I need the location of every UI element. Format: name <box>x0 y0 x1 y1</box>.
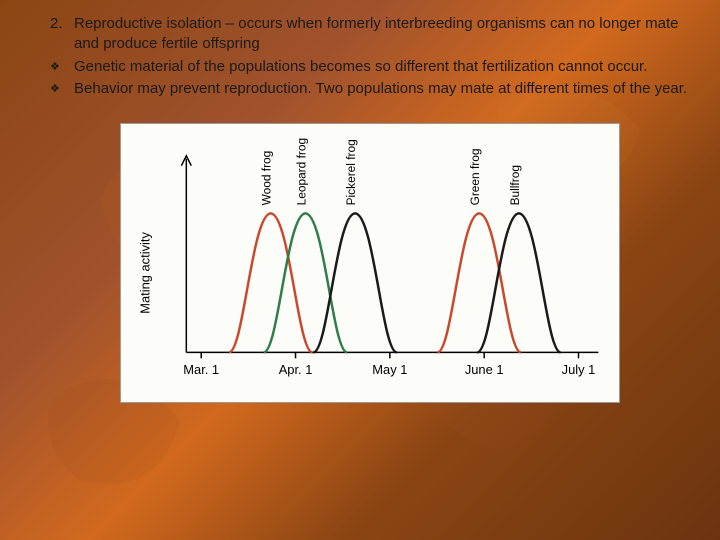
x-tick-label: July 1 <box>562 362 596 377</box>
species-label: Wood frog <box>260 151 274 206</box>
x-tick-label: Apr. 1 <box>279 362 313 377</box>
curve <box>264 213 347 352</box>
numbered-item: 2. Reproductive isolation – occurs when … <box>50 14 690 55</box>
species-label: Bullfrog <box>508 165 522 205</box>
bullet-icon: ❖ <box>50 79 74 99</box>
bullet-text-2: Behavior may prevent reproduction. Two p… <box>74 79 690 99</box>
species-labels: Wood frog Leopard frog Pickerel frog Green … <box>260 138 522 206</box>
x-tick-label: Mar. 1 <box>183 362 219 377</box>
y-axis-label: Mating activity <box>138 232 153 314</box>
curve <box>438 213 521 352</box>
bullet-icon: ❖ <box>50 57 74 77</box>
curve <box>229 213 312 352</box>
species-label: Pickerel frog <box>344 139 358 205</box>
chart-svg: Mating activity Mar. 1 Apr. 1 May 1 June 1 J… <box>121 124 619 402</box>
mating-chart: Mating activity Mar. 1 Apr. 1 May 1 June 1 J… <box>120 123 620 403</box>
bullet-item-2: ❖ Behavior may prevent reproduction. Two… <box>50 79 690 99</box>
x-tick-label: May 1 <box>372 362 407 377</box>
item-number: 2. <box>50 14 74 55</box>
species-label: Green frog <box>468 148 482 205</box>
slide-content: 2. Reproductive isolation – occurs when … <box>0 0 720 413</box>
bullet-item-1: ❖ Genetic material of the populations be… <box>50 57 690 77</box>
x-tick-label: June 1 <box>465 362 504 377</box>
curves <box>229 213 561 352</box>
item-main-text: Reproductive isolation – occurs when for… <box>74 14 690 55</box>
species-label: Leopard frog <box>294 138 308 206</box>
curve <box>477 213 560 352</box>
curve <box>313 213 396 352</box>
bullet-text-1: Genetic material of the populations beco… <box>74 57 690 77</box>
x-ticks: Mar. 1 Apr. 1 May 1 June 1 July 1 <box>183 352 595 377</box>
